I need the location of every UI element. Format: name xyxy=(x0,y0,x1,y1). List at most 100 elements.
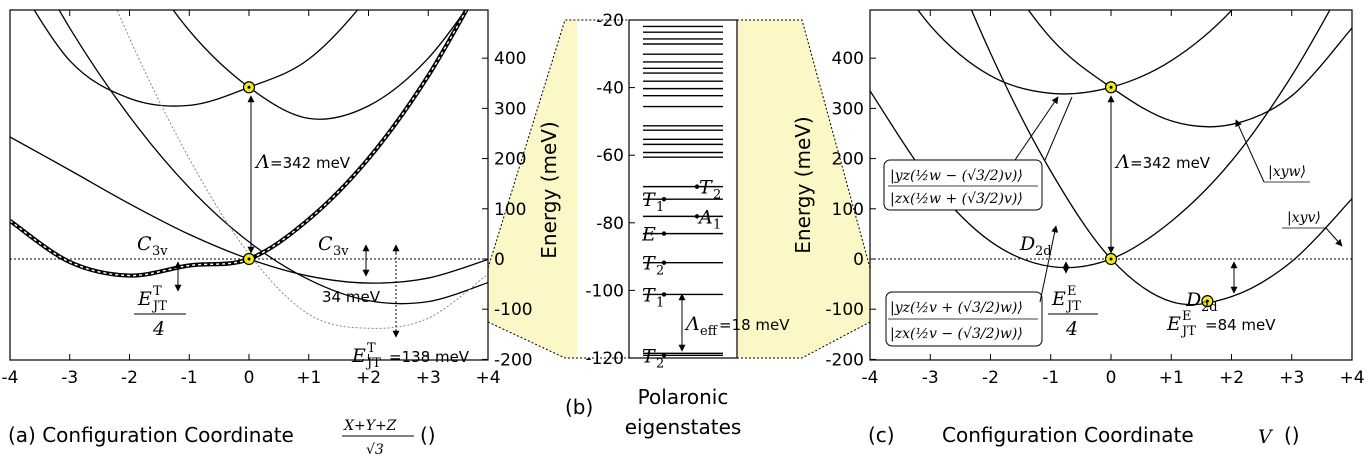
panel-c-xlabel: Configuration Coordinate xyxy=(942,423,1194,447)
panel-b-lambda-eff-sub: eff xyxy=(700,324,719,339)
panel-c-lambda-value: =342 meV xyxy=(1130,154,1211,172)
panel-c-ejt-symbol: E xyxy=(1166,313,1181,335)
a-xtick-label: +3 xyxy=(416,368,441,388)
panel-b-state-labels: T 2T 1T 2EA 1T 1T 2 xyxy=(641,177,721,372)
a-xtick-label: 0 xyxy=(244,368,255,388)
left-connector-edge-lower xyxy=(487,321,629,359)
panel-c-xlabel-panel: (c) xyxy=(868,423,895,447)
panel-a-ejt-quarter-sub: JT xyxy=(151,299,167,314)
a-ytick-label: -200 xyxy=(494,350,533,370)
panel-a-lambda-symbol: Λ xyxy=(254,151,270,173)
a-xtick-label: -3 xyxy=(61,368,78,388)
panel-b-xlabel-line2: eigenstates xyxy=(625,415,742,439)
right-connector-edge-lower xyxy=(737,321,871,359)
a-xtick-label: +2 xyxy=(356,368,381,388)
panel-c-ket-xyv-pointer xyxy=(1325,227,1343,247)
panel-c-d2d-left-sub: 2d xyxy=(1035,244,1052,259)
state-label-sub: 2 xyxy=(656,356,664,371)
right-connector-edge xyxy=(737,19,871,269)
a-xtick-label: -4 xyxy=(2,368,19,388)
panel-a: -4 -3 -2 -1 0 +1 +2 +3 +4 -200-1000100200300400 … xyxy=(2,9,533,458)
panel-a-xlabel-suffix: () xyxy=(420,423,436,447)
panel-c-ejt-sub: JT xyxy=(1180,324,1196,339)
c-xtick-label: -4 xyxy=(862,368,879,388)
b-ytick-label: -40 xyxy=(596,79,624,99)
panel-c-ejt-quarter-sub: JT xyxy=(1065,299,1081,314)
panel-a-ejt-symbol: E xyxy=(351,345,366,367)
right-connector-band xyxy=(737,20,870,358)
a-series-5 xyxy=(116,10,488,329)
panel-a-ejt-value: =138 meV xyxy=(389,348,470,366)
state-label-dot xyxy=(694,214,700,219)
panel-c-y-ticks: -200 -100 0 100 200 300 400 xyxy=(825,49,876,370)
state-label-sub: 2 xyxy=(713,188,721,203)
c-series-2 xyxy=(917,10,1233,95)
c-ytick-label: 100 xyxy=(832,200,864,220)
panel-b-y-ticks: -120 -100 -80 -60 -40 -20 xyxy=(585,11,635,369)
panel-a-xlabel-frac-num: X+Y+Z xyxy=(343,418,397,434)
state-label-dot xyxy=(694,184,700,189)
a-degeneracy-marker-dot xyxy=(247,85,251,89)
a-ytick-label: 400 xyxy=(494,49,526,69)
a-xtick-label: +4 xyxy=(475,368,500,388)
a-ytick-label: -100 xyxy=(494,300,533,320)
panel-c-ket-bottom-line2: |zx(½v − (√3/2)w)⟩ xyxy=(890,326,1023,342)
panel-c-xlabel-suffix: () xyxy=(1284,423,1300,447)
panel-a-ejt-quarter-sup: T xyxy=(153,284,162,299)
panel-a-ejt-quarter-den: 4 xyxy=(152,318,165,340)
c-xtick-label: +2 xyxy=(1219,368,1244,388)
panel-a-depth-label: 34 meV xyxy=(322,288,381,306)
state-label-dot xyxy=(661,231,667,236)
c-ytick-label: 0 xyxy=(853,250,864,270)
panel-c-ket-xyw-pointer xyxy=(1235,119,1265,183)
c-xtick-label: -3 xyxy=(922,368,939,388)
a-xtick-label: -2 xyxy=(121,368,138,388)
panel-c-ket-top-pointer-2 xyxy=(1044,96,1073,161)
panel-c-ejt-quarter-num: E xyxy=(1051,288,1066,310)
panel-a-xlabel: (a) Configuration Coordinate xyxy=(8,423,294,447)
panel-c-ket-xyv: |xyv⟩ xyxy=(1287,210,1321,226)
panel-a-c3v-right-sub: 3v xyxy=(333,244,349,259)
c-degeneracy-marker-dot xyxy=(1205,299,1209,303)
panel-a-ejt-sup: T xyxy=(367,341,376,356)
c-xtick-label: +1 xyxy=(1159,368,1184,388)
panel-c-ket-top-line1: |yz(½w − (√3/2)v)⟩ xyxy=(890,168,1023,184)
state-label: A xyxy=(697,206,713,228)
panel-b: -120-100-80-60-40-20 T 2T 1T 2EA 1T 1T 2 Energ… xyxy=(537,11,790,439)
panel-c-d2d-right: D xyxy=(1185,289,1201,311)
panel-a-y-ticks: -200 -100 0 100 200 300 400 xyxy=(482,49,533,370)
panel-a-ejt-quarter-num: E xyxy=(137,288,152,310)
panel-c-lambda-symbol: Λ xyxy=(1114,151,1130,173)
c-ytick-label: -100 xyxy=(825,300,864,320)
panel-a-xlabel-frac-den: √3 xyxy=(366,442,384,458)
panel-b-ylabel: Energy (meV) xyxy=(537,121,561,258)
a-series-4 xyxy=(172,10,467,120)
panel-c-d2d-right-sub: 2d xyxy=(1201,300,1218,315)
a-series-1 xyxy=(10,136,488,284)
panel-b-lambda-eff-value: =18 meV xyxy=(719,316,790,334)
c-ytick-label: 400 xyxy=(832,49,864,69)
panel-a-c3v-left-sub: 3v xyxy=(152,244,168,259)
a-ytick-label: 200 xyxy=(494,150,526,170)
b-ytick-label: -20 xyxy=(596,11,624,31)
panel-c-xlabel-var: V xyxy=(1258,426,1274,448)
panel-c-markers xyxy=(1104,81,1214,308)
panel-c-ket-bottom-line1: |yz(½v + (√3/2)w)⟩ xyxy=(890,300,1023,316)
c-ytick-label: 300 xyxy=(832,99,864,119)
c-degeneracy-marker-dot xyxy=(1109,257,1113,261)
a-xtick-label: +1 xyxy=(296,368,321,388)
a-series-3 xyxy=(33,10,359,107)
panel-c-ket-xyw: |xyw⟩ xyxy=(1268,164,1306,180)
c-xtick-label: -1 xyxy=(1042,368,1059,388)
c-series-3 xyxy=(1027,10,1352,128)
state-label: T xyxy=(642,345,656,367)
panel-a-curves xyxy=(10,10,488,329)
a-series-0 xyxy=(58,10,488,305)
a-ytick-label: 0 xyxy=(494,250,505,270)
panel-a-c3v-right: C xyxy=(318,233,333,255)
state-label: T xyxy=(642,189,656,211)
panel-a-lambda-value: =342 meV xyxy=(270,154,351,172)
panel-a-x-ticks: -4 -3 -2 -1 0 +1 +2 +3 +4 xyxy=(2,10,501,388)
panel-c-d2d-left: D xyxy=(1019,233,1035,255)
